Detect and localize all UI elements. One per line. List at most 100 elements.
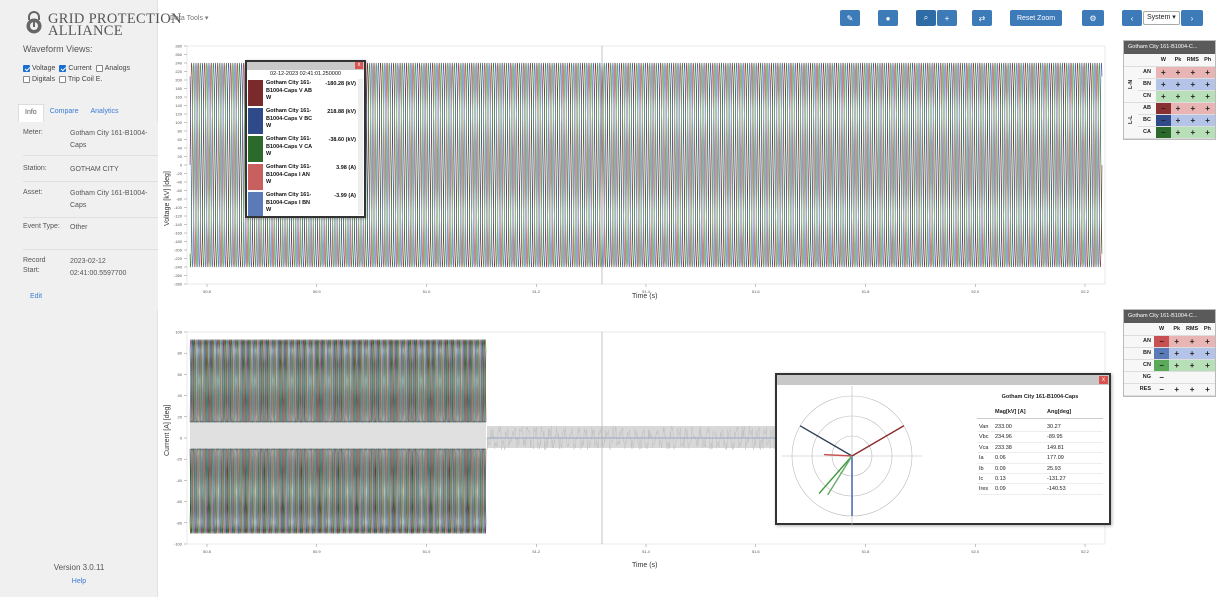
pencil-button[interactable]: ✎ (840, 10, 860, 26)
toggle-cell[interactable]: + (1185, 78, 1201, 91)
x-tick-label: 51.4 (642, 289, 651, 294)
data-tools-menu[interactable]: Data Tools ▾ (170, 15, 209, 22)
trip-coil-checkbox[interactable]: Trip Coil E. (58, 76, 102, 83)
plus-icon: + (1205, 115, 1210, 125)
plus-icon: + (1189, 384, 1195, 394)
system-select[interactable]: System ▾ (1143, 11, 1180, 25)
circle-button[interactable]: ● (878, 10, 898, 26)
toggle-cell[interactable]: + (1199, 335, 1215, 348)
plus-icon: + (1175, 67, 1181, 77)
checkbox-box[interactable] (23, 76, 30, 83)
checkbox-box[interactable] (59, 65, 67, 72)
group-label: L-N (1124, 66, 1138, 102)
y-tick-label: -120 (174, 214, 183, 219)
gear-button[interactable]: ⚙ (1082, 10, 1104, 26)
toggle-cell[interactable]: + (1170, 114, 1186, 127)
table-row: L-N AN + + + + (1124, 66, 1215, 102)
toggle-cell[interactable]: + (1170, 78, 1186, 91)
col-header: Ph (1200, 54, 1215, 67)
toggle-cell[interactable]: + (1169, 347, 1185, 360)
phasor-row: Van 233.00 30.27 (977, 422, 1103, 433)
toggle-cell[interactable]: + (1170, 66, 1186, 79)
analogs-checkbox[interactable]: Analogs (95, 65, 130, 72)
phasor-header: Mag[kV] [A] Ang[deg] (977, 409, 1103, 419)
tooltip-scrollbar[interactable] (358, 79, 363, 215)
toggle-cell[interactable]: + (1169, 335, 1185, 348)
empty-cell (1138, 54, 1156, 67)
reset-zoom-button[interactable]: Reset Zoom (1010, 10, 1062, 26)
table-row: RES − + + + (1124, 383, 1215, 396)
toggle-cell[interactable]: + (1185, 66, 1201, 79)
toggle-cell[interactable]: + (1170, 90, 1186, 103)
toggle-cell[interactable]: + (1156, 66, 1171, 79)
toggle-cell[interactable]: − (1156, 126, 1171, 139)
tooltip-value: -3.99 (A) (334, 193, 356, 199)
next-button[interactable]: › (1181, 10, 1203, 26)
toggle-cell[interactable]: + (1185, 126, 1201, 139)
plus-icon: + (1160, 91, 1166, 101)
swap-button[interactable]: ⇄ (972, 10, 992, 26)
toggle-cell[interactable]: + (1200, 78, 1215, 91)
prev-button[interactable]: ‹ (1122, 10, 1142, 26)
checkbox-box[interactable] (23, 65, 30, 72)
toggle-cell[interactable]: + (1184, 359, 1200, 372)
empty-cell (1124, 54, 1138, 67)
y-tick-label: 160 (175, 95, 182, 100)
table-row: BN − + + + (1124, 347, 1215, 360)
tooltip-popup[interactable]: x 02-12-2023 02:41:01.250000 Gotham City… (245, 60, 366, 218)
tab-compare[interactable]: Compare (49, 108, 79, 115)
toggle-cell[interactable]: + (1200, 90, 1215, 103)
current-checkbox[interactable]: Current (59, 65, 92, 72)
digitals-checkbox[interactable]: Digitals (23, 76, 55, 83)
toggle-cell[interactable]: + (1199, 383, 1215, 396)
toggle-cell[interactable]: + (1200, 126, 1215, 139)
toggle-cell[interactable]: + (1185, 114, 1201, 127)
toggle-cell[interactable]: + (1185, 102, 1201, 115)
toggle-cell[interactable]: + (1199, 347, 1215, 360)
zoom-button[interactable]: ⌕ (916, 10, 936, 26)
col-header: Ph (1199, 323, 1215, 336)
toggle-cell[interactable]: + (1170, 102, 1186, 115)
toggle-cell[interactable]: + (1200, 66, 1215, 79)
toggle-cell[interactable]: + (1156, 78, 1171, 91)
toggle-cell[interactable]: − (1154, 359, 1170, 372)
toggle-cell[interactable]: + (1184, 335, 1200, 348)
tab-analytics[interactable]: Analytics (90, 108, 119, 115)
plus-button[interactable]: + (937, 10, 957, 26)
close-icon[interactable]: x (1099, 376, 1108, 384)
toggle-cell[interactable]: + (1169, 383, 1185, 396)
tab-info[interactable]: Info (18, 104, 44, 122)
toggle-cell[interactable]: + (1169, 359, 1185, 372)
voltage-checkbox[interactable]: Voltage (23, 65, 55, 72)
toggle-cell[interactable]: + (1184, 383, 1200, 396)
info-key: Meter: (23, 129, 43, 136)
edit-link[interactable]: Edit (30, 293, 43, 300)
plus-icon: + (1190, 67, 1196, 77)
x-tick-label: 50.8 (203, 549, 212, 554)
current-series-line (190, 339, 486, 423)
phasor-popup[interactable]: x Gotham City 161-B1004-Caps Mag[kV] [A]… (775, 373, 1111, 526)
empty-cell (1169, 371, 1185, 384)
toggle-cell[interactable]: + (1170, 126, 1186, 139)
info-value: Gotham City 161-B1004-Caps (70, 130, 148, 149)
info-row-meter: Meter: Gotham City 161-B1004-Caps (23, 128, 158, 156)
toggle-cell[interactable]: + (1200, 102, 1215, 115)
checkbox-box[interactable] (95, 65, 103, 72)
toggle-cell[interactable]: − (1154, 383, 1170, 396)
toggle-cell[interactable]: + (1184, 347, 1200, 360)
phasor-drag-bar[interactable]: x (777, 375, 1109, 385)
toggle-cell[interactable]: − (1154, 347, 1170, 360)
toggle-cell[interactable]: + (1199, 359, 1215, 372)
close-icon[interactable]: x (355, 62, 363, 69)
help-link[interactable]: Help (71, 578, 87, 585)
toggle-cell[interactable]: + (1156, 90, 1171, 103)
tooltip-drag-bar[interactable]: x (247, 62, 364, 70)
tooltip-value: 218.88 (kV) (327, 109, 356, 115)
checkbox-box[interactable] (58, 76, 66, 83)
toggle-cell[interactable]: − (1154, 335, 1170, 348)
toggle-cell[interactable]: − (1156, 102, 1171, 115)
toggle-cell[interactable]: − (1154, 371, 1170, 384)
toggle-cell[interactable]: − (1156, 114, 1171, 127)
toggle-cell[interactable]: + (1200, 114, 1215, 127)
toggle-cell[interactable]: + (1185, 90, 1201, 103)
